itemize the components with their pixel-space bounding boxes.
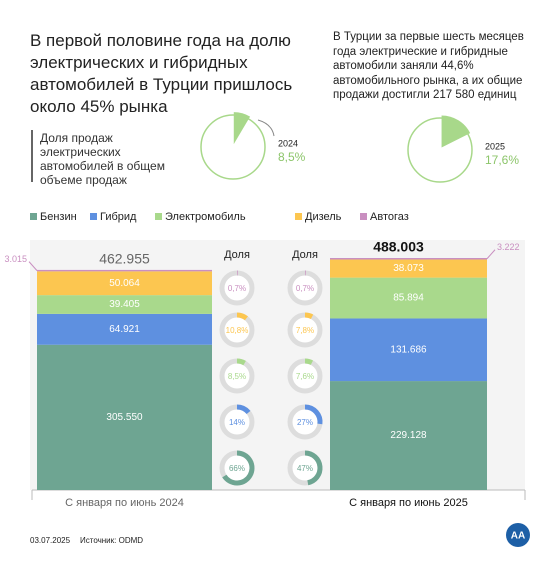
arrow bbox=[257, 119, 275, 137]
pie-slice bbox=[233, 112, 251, 145]
legend-swatch bbox=[155, 213, 162, 220]
segment-label: 50.064 bbox=[109, 278, 140, 289]
donut-arc bbox=[304, 450, 323, 486]
bar-segment bbox=[37, 271, 212, 296]
donut-label: 47% bbox=[297, 464, 313, 473]
donut-arc bbox=[304, 358, 314, 365]
donut-title: Доля bbox=[292, 249, 318, 261]
donut-label: 10,8% bbox=[226, 326, 249, 335]
leader bbox=[486, 249, 496, 260]
donut-arc bbox=[222, 450, 255, 486]
logo bbox=[506, 523, 530, 547]
source: Источник: ODMD bbox=[80, 536, 144, 545]
legend-swatch bbox=[360, 213, 367, 220]
bar-total: 488.003 bbox=[373, 239, 424, 255]
bar-segment bbox=[330, 258, 487, 260]
bar-total: 462.955 bbox=[99, 251, 150, 267]
donut-label: 7,8% bbox=[296, 326, 314, 335]
date: 03.07.2025 bbox=[30, 536, 71, 545]
donut-label: 66% bbox=[229, 464, 245, 473]
donut-arc bbox=[304, 404, 323, 425]
category-label: С января по июнь 2025 bbox=[349, 497, 468, 509]
donut-arc bbox=[236, 404, 251, 415]
legend-label: Гибрид bbox=[100, 211, 137, 223]
pie-value: 17,6% bbox=[485, 153, 519, 167]
segment-label: 305.550 bbox=[106, 412, 143, 423]
bar-segment bbox=[37, 295, 212, 314]
donut-label: 0,7% bbox=[228, 284, 246, 293]
segment-label: 3.015 bbox=[4, 254, 27, 264]
legend-label: Дизель bbox=[305, 211, 342, 223]
donut-arc bbox=[236, 358, 246, 366]
title: В первой половине года на долю электриче… bbox=[30, 31, 293, 116]
bar-segment bbox=[330, 318, 487, 382]
bar-segment bbox=[37, 269, 212, 272]
segment-label: 64.921 bbox=[109, 324, 140, 335]
donut-arc bbox=[304, 312, 314, 320]
legend-label: Бензин bbox=[40, 211, 77, 223]
donut-label: 14% bbox=[229, 418, 245, 427]
bar-segment bbox=[37, 313, 212, 345]
pie-year: 2025 bbox=[485, 141, 505, 151]
leader bbox=[28, 261, 38, 271]
pie-slice bbox=[441, 115, 471, 148]
donut-label: 0,7% bbox=[296, 284, 314, 293]
legend-label: Электромобиль bbox=[165, 211, 246, 223]
segment-label: 38.073 bbox=[393, 263, 424, 274]
donut-arc bbox=[236, 312, 248, 321]
legend-swatch bbox=[90, 213, 97, 220]
pie-outline bbox=[200, 114, 266, 180]
donut-label: 8,5% bbox=[228, 372, 246, 381]
segment-label: 229.128 bbox=[390, 430, 427, 441]
segment-label: 39.405 bbox=[109, 299, 140, 310]
legend-label: Автогаз bbox=[370, 211, 409, 223]
share-label: Доля продаж электрических автомобилей в … bbox=[40, 131, 165, 187]
bar-segment bbox=[330, 381, 487, 490]
donut-label: 27% bbox=[297, 418, 313, 427]
pie-year: 2024 bbox=[278, 138, 298, 148]
summary: В Турции за первые шесть месяцев года эл… bbox=[333, 31, 524, 101]
legend-swatch bbox=[30, 213, 37, 220]
logo-mark: AA bbox=[511, 531, 525, 542]
segment-label: 131.686 bbox=[390, 344, 427, 355]
bar-segment bbox=[37, 344, 212, 490]
bar-segment bbox=[330, 259, 487, 278]
category-label: С января по июнь 2024 bbox=[65, 497, 184, 509]
pie-value: 8,5% bbox=[278, 150, 306, 164]
donut-title: Доля bbox=[224, 249, 250, 261]
legend-swatch bbox=[295, 213, 302, 220]
segment-label: 3.222 bbox=[497, 242, 520, 252]
bar-segment bbox=[330, 277, 487, 319]
donut-label: 7,6% bbox=[296, 372, 314, 381]
segment-label: 85.894 bbox=[393, 293, 424, 304]
